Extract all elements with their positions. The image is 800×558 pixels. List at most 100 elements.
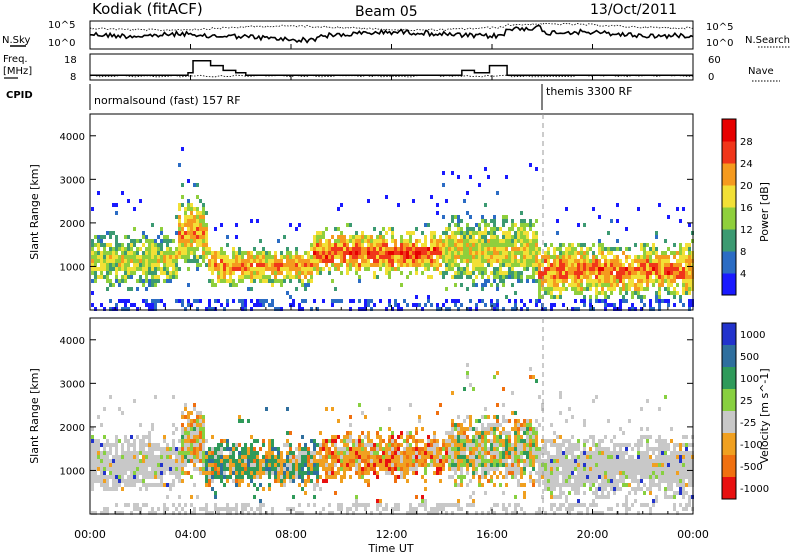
echo-cell (472, 451, 475, 455)
echo-cell (685, 471, 688, 475)
echo-cell (259, 483, 262, 487)
echo-cell (340, 299, 343, 303)
echo-cell (508, 239, 511, 243)
echo-cell (580, 299, 583, 303)
echo-cell (319, 475, 322, 479)
echo-cell (259, 447, 262, 451)
echo-cell (517, 423, 520, 427)
echo-cell (646, 399, 649, 403)
echo-cell (100, 479, 103, 483)
echo-cell (646, 487, 649, 491)
echo-cell (355, 271, 358, 275)
echo-cell (319, 271, 322, 275)
echo-cell (508, 431, 511, 435)
echo-cell (604, 275, 607, 279)
echo-cell (109, 255, 112, 259)
echo-cell (601, 275, 604, 279)
echo-cell (154, 443, 157, 447)
echo-cell (139, 199, 142, 203)
echo-cell (586, 255, 589, 259)
echo-cell (484, 303, 487, 307)
echo-cell (409, 459, 412, 463)
echo-cell (154, 467, 157, 471)
echo-cell (589, 459, 592, 463)
echo-cell (649, 247, 652, 251)
echo-cell (589, 271, 592, 275)
echo-cell (595, 467, 598, 471)
echo-cell (466, 439, 469, 443)
echo-cell (340, 271, 343, 275)
echo-cell (361, 447, 364, 451)
echo-cell (547, 247, 550, 251)
echo-cell (493, 431, 496, 435)
echo-cell (427, 259, 430, 263)
echo-cell (673, 451, 676, 455)
echo-cell (379, 503, 382, 507)
echo-cell (610, 251, 613, 255)
echo-cell (316, 243, 319, 247)
echo-cell (553, 459, 556, 463)
echo-cell (403, 459, 406, 463)
echo-cell (265, 455, 268, 459)
echo-cell (139, 423, 142, 427)
echo-cell (316, 467, 319, 471)
echo-cell (307, 259, 310, 263)
echo-cell (253, 255, 256, 259)
echo-cell (316, 479, 319, 483)
echo-cell (340, 247, 343, 251)
echo-cell (406, 431, 409, 435)
echo-cell (175, 467, 178, 471)
echo-cell (583, 447, 586, 451)
echo-cell (568, 247, 571, 251)
echo-cell (190, 231, 193, 235)
echo-cell (184, 427, 187, 431)
echo-cell (250, 251, 253, 255)
echo-cell (295, 251, 298, 255)
echo-cell (211, 267, 214, 271)
echo-cell (166, 495, 169, 499)
echo-cell (184, 403, 187, 407)
echo-cell (166, 443, 169, 447)
echo-cell (529, 243, 532, 247)
echo-cell (466, 467, 469, 471)
echo-cell (94, 479, 97, 483)
echo-cell (550, 287, 553, 291)
echo-cell (643, 463, 646, 467)
echo-cell (604, 495, 607, 499)
echo-cell (175, 471, 178, 475)
echo-cell (589, 451, 592, 455)
echo-cell (298, 467, 301, 471)
echo-cell (637, 291, 640, 295)
echo-cell (250, 475, 253, 479)
echo-cell (511, 411, 514, 415)
echo-cell (403, 439, 406, 443)
echo-cell (286, 463, 289, 467)
echo-cell (421, 427, 424, 431)
echo-cell (115, 479, 118, 483)
echo-cell (562, 267, 565, 271)
echo-cell (502, 439, 505, 443)
echo-cell (385, 259, 388, 263)
echo-cell (478, 239, 481, 243)
echo-cell (166, 247, 169, 251)
echo-cell (232, 299, 235, 303)
echo-cell (577, 459, 580, 463)
echo-cell (673, 503, 676, 507)
echo-cell (187, 223, 190, 227)
echo-cell (502, 459, 505, 463)
echo-cell (586, 507, 589, 511)
echo-cell (214, 507, 217, 511)
echo-cell (424, 499, 427, 503)
echo-cell (145, 503, 148, 507)
echo-cell (637, 275, 640, 279)
echo-cell (529, 451, 532, 455)
echo-cell (103, 443, 106, 447)
echo-cell (610, 303, 613, 307)
echo-cell (268, 251, 271, 255)
echo-cell (157, 263, 160, 267)
echo-cell (643, 255, 646, 259)
echo-cell (460, 303, 463, 307)
echo-cell (313, 299, 316, 303)
echo-cell (520, 451, 523, 455)
echo-cell (613, 279, 616, 283)
